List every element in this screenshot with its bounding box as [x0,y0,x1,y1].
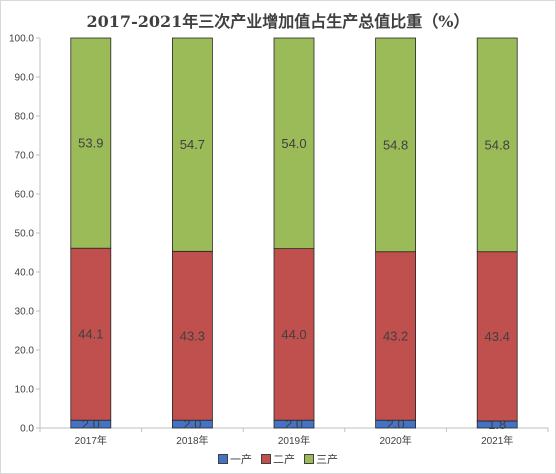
data-label: 54.8 [383,137,408,152]
bar-segment [171,250,213,421]
legend-swatch-secondary [261,454,271,464]
chart-title: 2017-2021年三次产业增加值占生产总值比重（%） [86,12,470,31]
legend-swatch-tertiary [304,454,315,464]
data-label: 43.4 [485,329,510,344]
y-tick-label: 50.0 [15,229,35,240]
bar-segment [273,37,315,250]
bar-segment [70,247,112,421]
legend-swatch-primary [217,454,228,464]
data-label: 54.7 [180,137,205,152]
y-tick-label: 100.0 [9,34,34,45]
legend-item-primary: 一产 [217,451,252,467]
data-label: 44.1 [78,327,103,342]
x-tick-label: 2020年 [379,434,411,447]
legend-item-secondary: 二产 [261,451,295,467]
data-label: 54.0 [281,136,306,151]
x-tick-label: 2021年 [481,434,513,447]
y-tick-label: 0.0 [20,424,34,435]
legend-item-tertiary: 三产 [304,451,338,467]
y-tick-label: 70.0 [15,151,35,162]
x-tick-label: 2018年 [176,434,208,447]
y-tick-label: 40.0 [15,268,35,279]
bar-segment [476,37,518,253]
x-tick-label: 2017年 [75,434,107,447]
bar-segment [375,37,417,253]
bar-segment [476,251,518,422]
bar-segment [70,37,112,249]
data-label: 53.9 [78,136,103,151]
x-tick-label: 2019年 [278,434,310,447]
legend-label-primary: 一产 [229,454,252,466]
y-tick-label: 80.0 [15,112,35,123]
y-tick-label: 10.0 [15,385,35,396]
data-label: 43.3 [180,328,205,343]
data-label: 54.8 [485,137,510,152]
y-tick-label: 60.0 [15,190,35,201]
data-label: 44.0 [281,327,306,342]
y-tick-label: 30.0 [15,307,35,318]
legend-label-secondary: 二产 [273,454,295,466]
y-tick-label: 20.0 [15,346,35,357]
legend-label-tertiary: 三产 [316,454,339,466]
y-tick-label: 90.0 [15,73,35,84]
data-label: 43.2 [383,328,408,343]
legend: 一产 二产 三产 [0,451,556,467]
bar-segment [171,37,213,252]
